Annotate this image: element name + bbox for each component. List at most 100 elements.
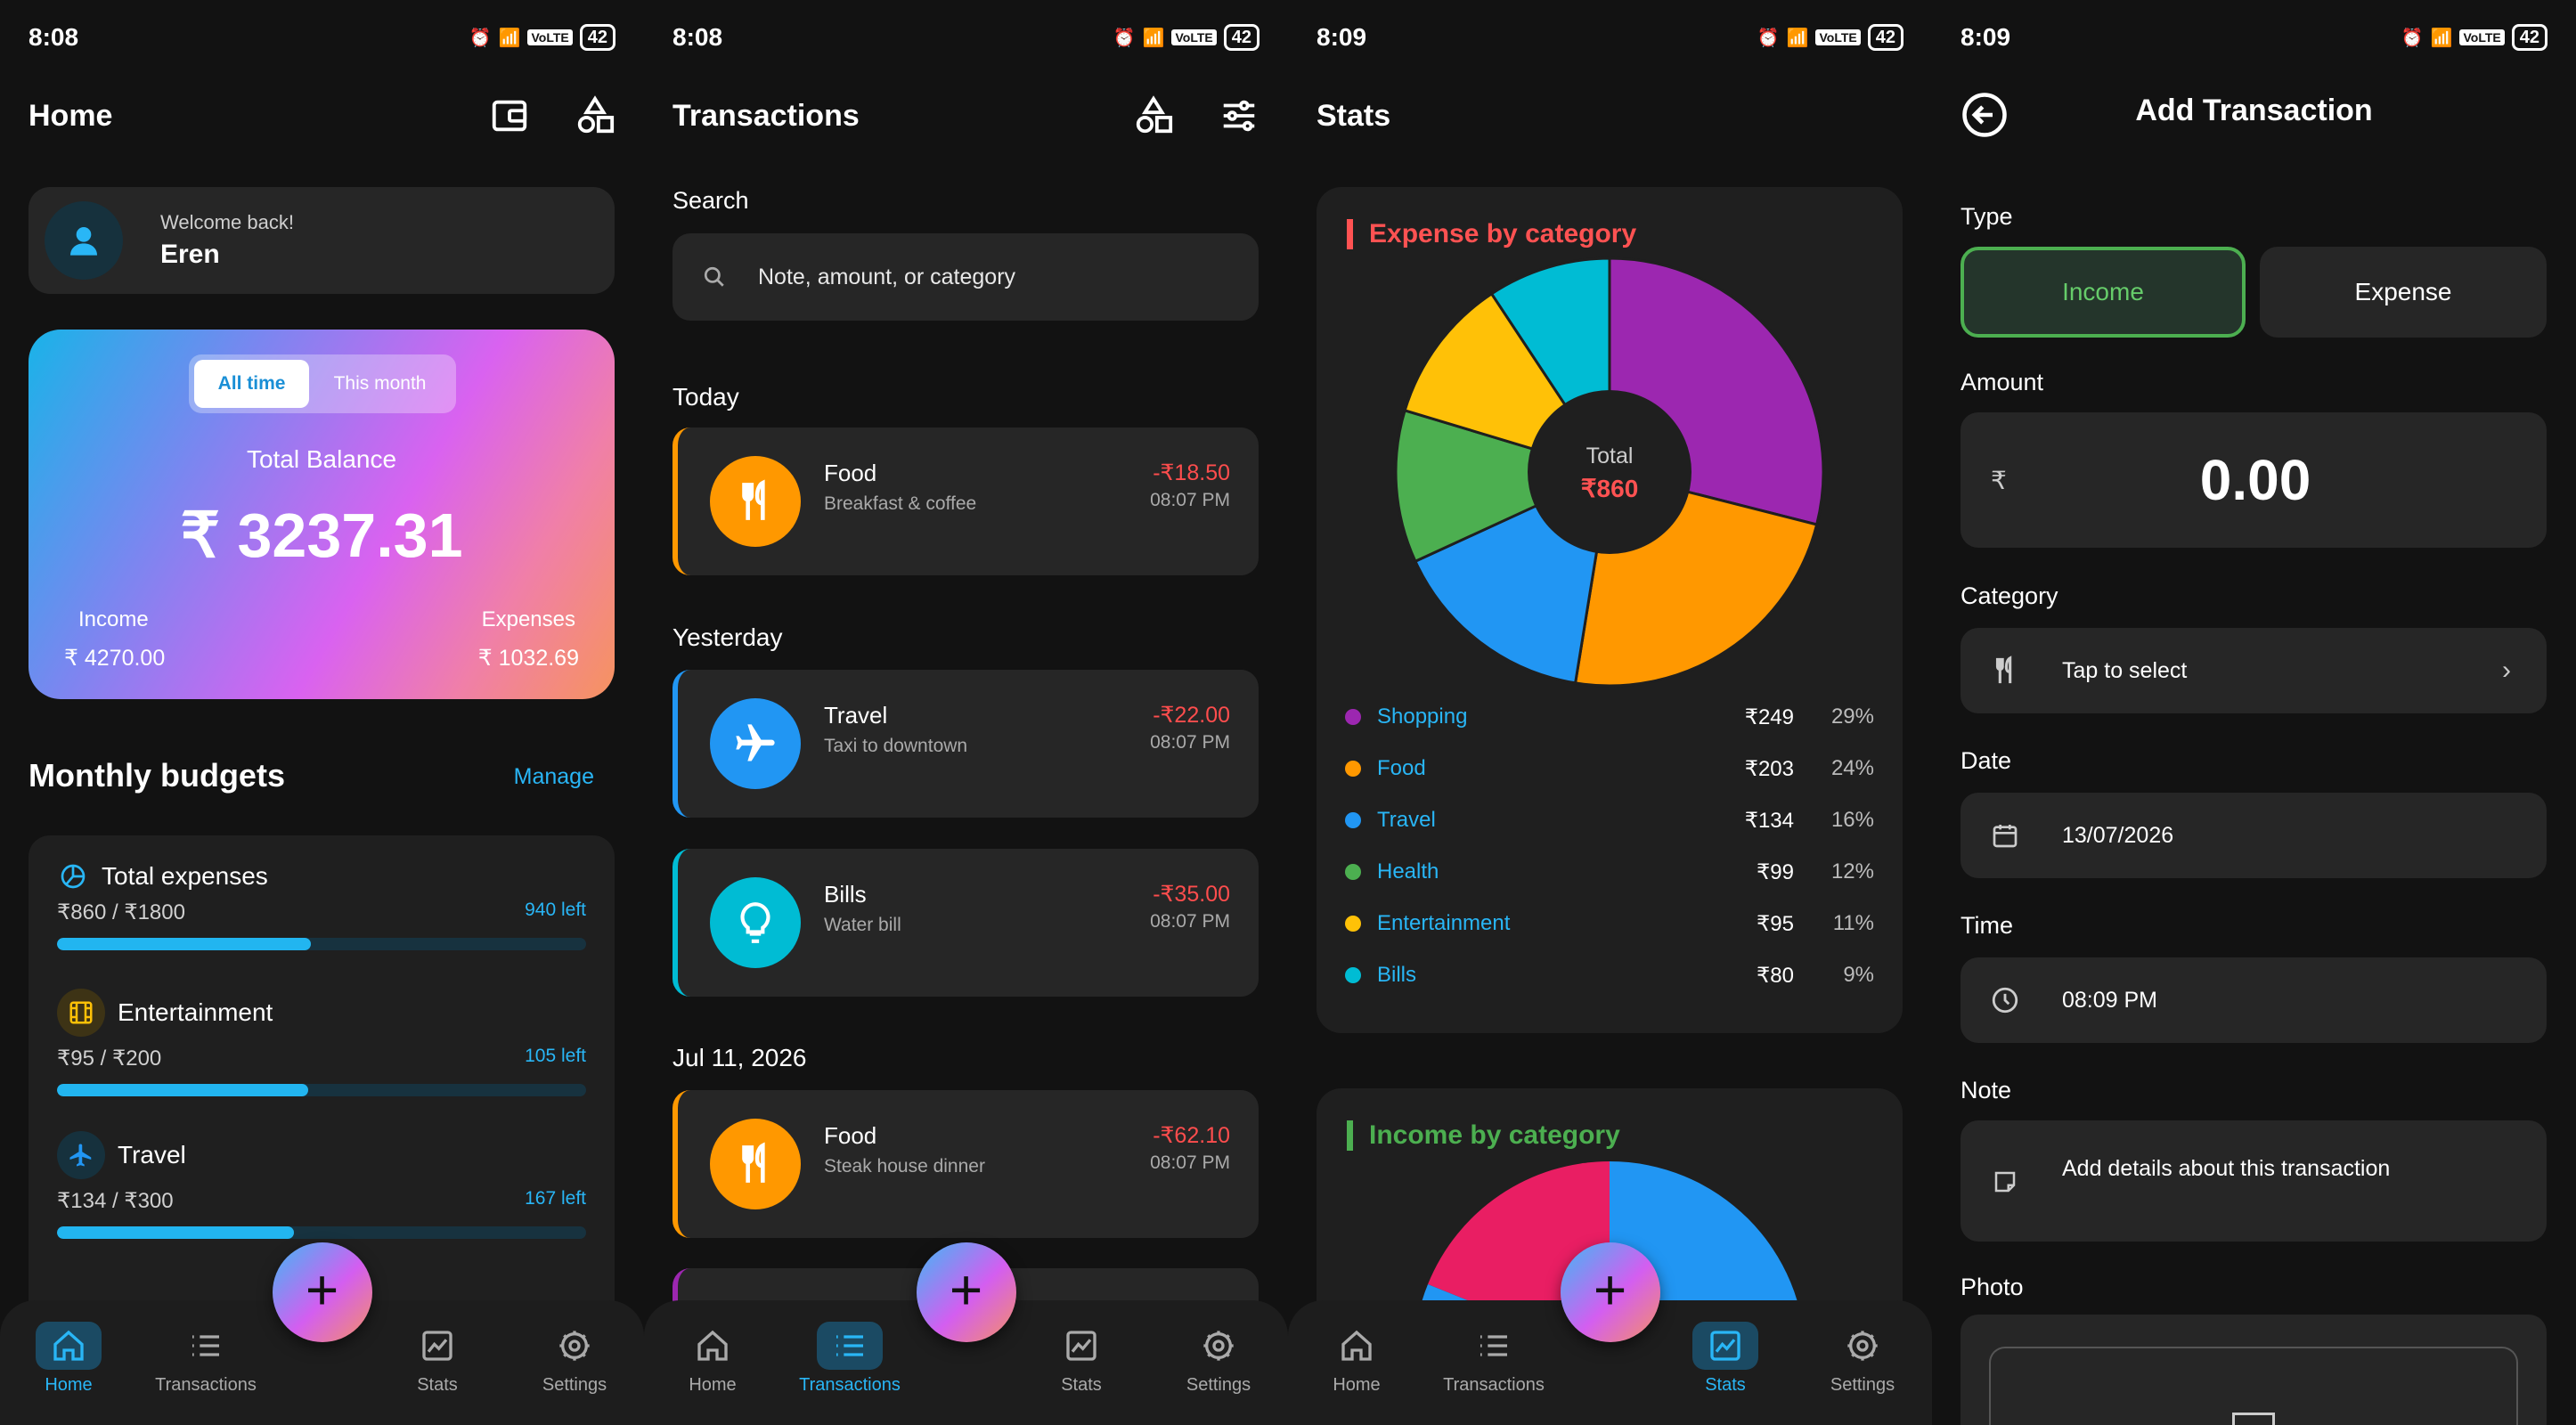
budget-left: 167 left <box>525 1188 586 1209</box>
nav-transactions[interactable]: Transactions <box>783 1322 917 1396</box>
avatar[interactable] <box>45 201 123 280</box>
nav-home[interactable]: Home <box>646 1322 779 1396</box>
budget-progress-bar <box>57 1226 586 1239</box>
wifi-icon: 📶 <box>2430 28 2453 48</box>
list-icon <box>192 1335 219 1356</box>
add-transaction-button[interactable]: + <box>1560 1242 1660 1342</box>
nav-label: Stats <box>1705 1375 1746 1395</box>
budget-left: 940 left <box>525 900 586 920</box>
budget-item[interactable]: Total expenses ₹860 / ₹1800 940 left <box>57 862 586 950</box>
category-label: Category <box>1961 582 2058 609</box>
nav-stats[interactable]: Stats <box>371 1322 504 1396</box>
add-transaction-button[interactable]: + <box>272 1242 372 1342</box>
date-label: Date <box>1961 747 2012 774</box>
tab-all-time[interactable]: All time <box>194 360 310 408</box>
manage-budgets-link[interactable]: Manage <box>513 764 594 789</box>
legend-label: Shopping <box>1377 704 1468 729</box>
date-field[interactable]: 13/07/2026 <box>1961 793 2547 878</box>
nav-label: Home <box>689 1375 737 1395</box>
nav-home[interactable]: Home <box>1290 1322 1423 1396</box>
search-label: Search <box>673 187 749 214</box>
budget-item[interactable]: Entertainment ₹95 / ₹200 105 left <box>57 989 586 1096</box>
pie-total-value: ₹860 <box>1581 475 1639 502</box>
wifi-icon: 📶 <box>498 28 521 48</box>
nav-stats[interactable]: Stats <box>1015 1322 1148 1396</box>
legend-item-bills: Bills ₹80 9% <box>1345 957 1874 993</box>
note-input[interactable]: Add details about this transaction <box>1961 1120 2547 1242</box>
nav-settings[interactable]: Settings <box>508 1322 641 1396</box>
transaction-category: Food <box>824 460 877 486</box>
budget-name: Entertainment <box>118 998 273 1026</box>
welcome-subtitle: Welcome back! <box>160 211 294 233</box>
transaction-time: 08:07 PM <box>1150 490 1230 510</box>
stats-icon <box>422 1331 452 1361</box>
legend-percent: 12% <box>1830 859 1874 884</box>
transaction-note: Taxi to downtown <box>824 736 968 756</box>
page-title: Add Transaction <box>2135 94 2373 127</box>
legend-label: Health <box>1377 859 1439 884</box>
nav-label: Settings <box>1186 1375 1251 1395</box>
nav-label: Stats <box>1061 1375 1102 1395</box>
expenses-value: ₹ 1032.69 <box>477 646 579 671</box>
budget-name: Travel <box>118 1141 186 1168</box>
person-icon <box>70 227 97 256</box>
photo-picker[interactable] <box>1989 1347 2518 1425</box>
pie-total-label: Total <box>1586 444 1634 468</box>
nav-transactions[interactable]: Transactions <box>139 1322 273 1396</box>
expense-type-button[interactable]: Expense <box>2260 247 2547 338</box>
back-arrow-icon[interactable] <box>1961 91 2009 139</box>
photo-area <box>1961 1315 2547 1425</box>
nav-home[interactable]: Home <box>2 1322 135 1396</box>
period-toggle: All time This month <box>189 354 456 413</box>
volte-icon: VoLTE <box>1171 29 1217 45</box>
status-bar: 8:08 ⏰ 📶 VoLTE 42 <box>29 20 615 55</box>
transaction-item[interactable]: Bills Water bill -₹35.00 08:07 PM <box>673 849 1259 997</box>
transaction-item[interactable]: Food Steak house dinner -₹62.10 08:07 PM <box>673 1090 1259 1238</box>
transaction-category: Bills <box>824 881 867 908</box>
transaction-time: 08:07 PM <box>1150 1152 1230 1173</box>
pie-chart-icon <box>57 862 89 891</box>
legend-label: Bills <box>1377 963 1417 987</box>
status-time: 8:09 <box>1961 23 2011 51</box>
stats-icon <box>1066 1331 1096 1361</box>
pie-slice-health[interactable] <box>1394 408 1614 564</box>
legend-item-entertainment: Entertainment ₹95 11% <box>1345 906 1874 941</box>
legend-value: ₹95 <box>1757 911 1794 936</box>
nav-stats[interactable]: Stats <box>1659 1322 1792 1396</box>
legend-item-travel: Travel ₹134 16% <box>1345 802 1874 838</box>
nav-settings[interactable]: Settings <box>1152 1322 1285 1396</box>
income-type-button[interactable]: Income <box>1961 247 2246 338</box>
list-icon <box>1480 1335 1507 1356</box>
volte-icon: VoLTE <box>2459 29 2505 45</box>
transaction-note: Steak house dinner <box>824 1156 985 1177</box>
transaction-item[interactable]: Food Breakfast & coffee -₹18.50 08:07 PM <box>673 428 1259 575</box>
cutlery-icon <box>710 1119 801 1209</box>
categories-icon[interactable] <box>1133 95 1174 136</box>
wallet-icon[interactable] <box>489 95 530 136</box>
gear-icon <box>559 1331 590 1361</box>
transaction-item[interactable]: Travel Taxi to downtown -₹22.00 08:07 PM <box>673 670 1259 818</box>
expense-chart-title: Expense by category <box>1347 219 1636 249</box>
welcome-card: Welcome back! Eren <box>29 187 615 294</box>
amount-input[interactable]: ₹ 0.00 <box>1961 412 2547 548</box>
chart-legend: Shopping ₹249 29% Food ₹203 24% Travel ₹134 16% H… <box>1345 699 1874 1011</box>
battery-icon: 42 <box>1223 24 1259 51</box>
search-icon <box>704 266 724 287</box>
list-icon <box>836 1335 863 1356</box>
category-select[interactable]: Tap to select › <box>1961 628 2547 713</box>
legend-label: Entertainment <box>1377 911 1511 935</box>
transaction-time: 08:07 PM <box>1150 732 1230 753</box>
search-input[interactable]: Note, amount, or category <box>673 233 1259 321</box>
status-time: 8:09 <box>1317 23 1367 51</box>
balance-label: Total Balance <box>246 445 397 473</box>
budget-item[interactable]: Travel ₹134 / ₹300 167 left <box>57 1131 586 1239</box>
nav-settings[interactable]: Settings <box>1796 1322 1929 1396</box>
categories-icon[interactable] <box>575 95 615 136</box>
add-transaction-button[interactable]: + <box>916 1242 1016 1342</box>
stats-screen: 8:09 ⏰ 📶 VoLTE 42 Stats Expense by categ… <box>1288 0 1932 1425</box>
filter-icon[interactable] <box>1219 95 1259 136</box>
gear-icon <box>1847 1331 1878 1361</box>
tab-this-month[interactable]: This month <box>333 373 427 394</box>
time-field[interactable]: 08:09 PM <box>1961 957 2547 1043</box>
nav-transactions[interactable]: Transactions <box>1427 1322 1561 1396</box>
